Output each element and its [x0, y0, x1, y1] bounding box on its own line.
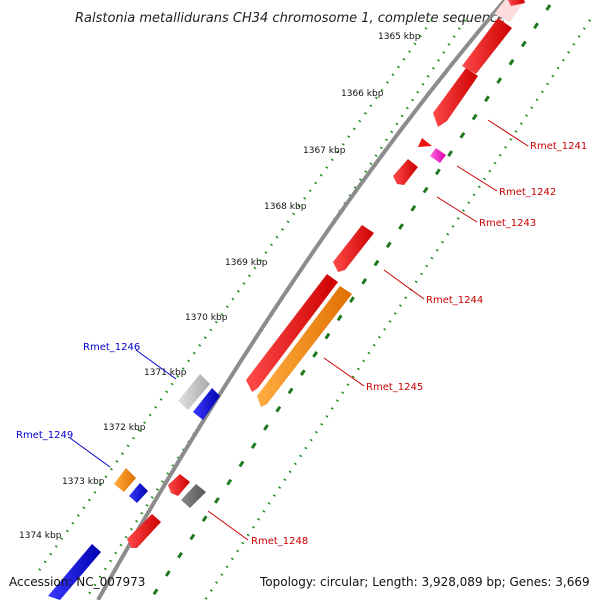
gene-arrow-rmet-1244 [333, 225, 374, 272]
gene-arrow-rmet-1241 [462, 18, 512, 74]
gene-labels: Rmet_1241 Rmet_1242 Rmet_1243 Rmet_1244 … [16, 141, 587, 547]
label-leaders [69, 119, 529, 541]
tick-labels: 1365 kbp 1366 kbp 1367 kbp 1368 kbp 1369… [19, 32, 421, 541]
gene-arrow-rmet-1242 [430, 148, 446, 163]
dotted-guide-right-2 [203, 19, 592, 600]
gene-arrow-red-small [168, 474, 190, 496]
gene-arrow-rmet-1246 [193, 388, 220, 420]
gene-label[interactable]: Rmet_1248 [251, 536, 308, 547]
tick-label: 1372 kbp [103, 423, 146, 433]
leader-rmet-1242 [456, 165, 498, 192]
gene-label[interactable]: Rmet_1245 [366, 382, 423, 393]
gene-label[interactable]: Rmet_1244 [426, 295, 483, 306]
tick-label: 1374 kbp [19, 531, 62, 541]
gene-label[interactable]: Rmet_1243 [479, 218, 536, 229]
gene-label[interactable]: Rmet_1249 [16, 430, 73, 441]
genes-reverse-strand [127, 0, 525, 548]
gene-label[interactable]: Rmet_1246 [83, 342, 140, 353]
gene-arrow-rmet-1241b [433, 68, 478, 127]
gene-arrow-rmet-1245-orange [257, 286, 352, 407]
leader-rmet-1244 [383, 269, 425, 300]
leader-rmet-1241 [487, 119, 529, 147]
tick-label: 1366 kbp [341, 89, 384, 99]
gene-arrow-rmet-1246-gray [178, 374, 210, 410]
gene-arrow-rmet-1249-orange [114, 468, 136, 492]
gene-label[interactable]: Rmet_1242 [499, 187, 556, 198]
tick-label: 1368 kbp [264, 202, 307, 212]
tick-label: 1369 kbp [225, 258, 268, 268]
tick-dotted-guide [36, 19, 434, 573]
map-title: Ralstonia metallidurans CH34 chromosome … [75, 11, 505, 26]
chromosome-backbone [96, 0, 507, 600]
genes-forward-strand [48, 374, 220, 600]
leader-rmet-1246 [135, 349, 177, 380]
dashed-guide-right-1 [148, 4, 552, 600]
gene-arrow-rmet-1245-red [246, 274, 338, 392]
gene-arrow-blue-bottom [48, 544, 101, 600]
leader-rmet-1245 [323, 357, 365, 387]
leader-rmet-1249 [69, 437, 111, 468]
accession-text: Accession: NC_007973 [9, 575, 145, 589]
tick-label: 1370 kbp [185, 313, 228, 323]
leader-rmet-1248 [207, 510, 249, 541]
leader-rmet-1243 [436, 196, 478, 223]
gene-arrow-rmet-1242a [418, 138, 432, 147]
gene-arrow-rmet-1249 [129, 483, 148, 503]
topology-info-text: Topology: circular; Length: 3,928,089 bp… [259, 575, 590, 589]
tick-label: 1367 kbp [303, 146, 346, 156]
gene-arrow [494, 0, 525, 22]
tick-label: 1371 kbp [144, 368, 187, 378]
tick-label: 1365 kbp [378, 32, 421, 42]
gene-label[interactable]: Rmet_1241 [530, 141, 587, 152]
gene-arrow-rmet-1248-gray [181, 484, 206, 508]
gene-arrow [508, 0, 525, 6]
gene-arrow-red-lower [127, 514, 161, 548]
gene-arrow-rmet-1243 [393, 159, 418, 185]
tick-label: 1373 kbp [62, 477, 105, 487]
